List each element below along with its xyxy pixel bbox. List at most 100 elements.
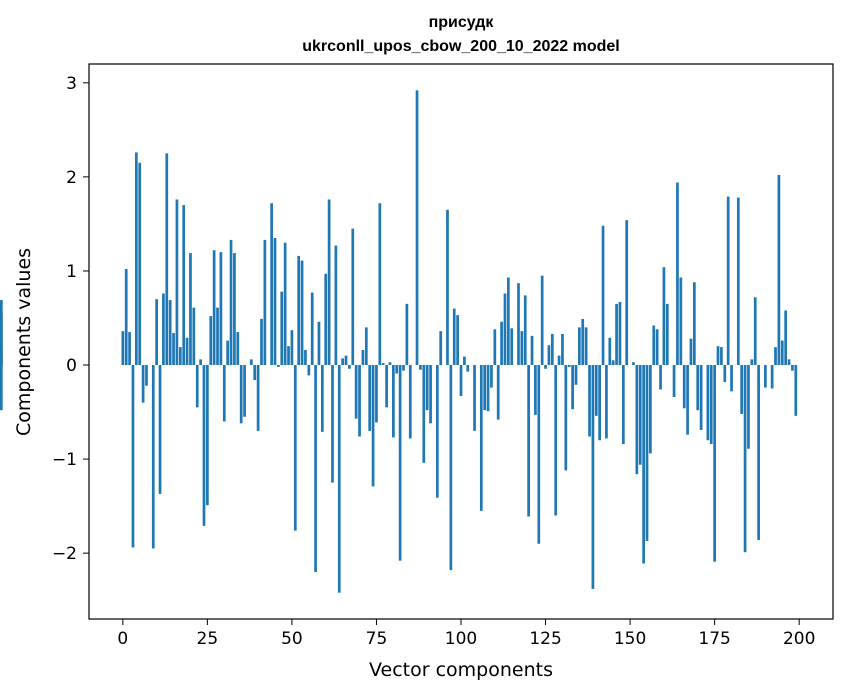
bar [720, 347, 723, 366]
bar [490, 365, 493, 388]
bar [324, 273, 328, 366]
bar [574, 365, 578, 385]
bar [229, 239, 233, 366]
bar [0, 365, 3, 411]
bar [547, 345, 551, 366]
bar [189, 253, 192, 366]
bar [331, 365, 334, 483]
bar [121, 331, 125, 366]
bar [277, 365, 280, 367]
bar [757, 365, 760, 540]
bar [388, 362, 392, 366]
bar [364, 327, 368, 366]
bar [358, 365, 361, 437]
bar [652, 325, 656, 366]
bar [368, 365, 372, 431]
bar [645, 365, 649, 541]
bar [503, 293, 507, 366]
bar [236, 332, 240, 366]
bar [544, 365, 547, 369]
bar [567, 365, 571, 367]
bar [753, 297, 757, 366]
bar [696, 365, 700, 411]
x-tick-label: 75 [366, 629, 388, 649]
bar [327, 199, 331, 366]
bar [283, 242, 287, 366]
x-tick-label: 175 [698, 629, 730, 649]
bar [124, 269, 128, 366]
x-axis-ticks: 0 25 50 75 100 125 150 175 200 [117, 619, 815, 649]
bar [611, 360, 615, 366]
bar [128, 332, 131, 366]
bar [226, 340, 230, 366]
bar [635, 365, 639, 475]
bar [162, 293, 165, 366]
bar [371, 365, 375, 487]
bar [615, 303, 618, 366]
bar [151, 365, 155, 549]
bar [317, 321, 321, 366]
bar [463, 356, 466, 366]
bar [530, 335, 534, 366]
bar [320, 365, 324, 432]
bar [398, 365, 402, 561]
bar [344, 355, 348, 366]
bar [131, 365, 135, 548]
bar [581, 318, 585, 366]
bar [784, 310, 788, 366]
y-axis-label: Components values [13, 248, 35, 436]
bar [178, 347, 182, 366]
bar [540, 275, 544, 366]
bar [564, 365, 568, 471]
bar [713, 365, 716, 562]
bar [297, 255, 301, 366]
chart-subtitle: ukrconll_upos_cbow_200_10_2022 model [302, 38, 619, 55]
bar [780, 340, 784, 366]
bar [655, 329, 659, 366]
bar [598, 365, 602, 441]
bar [642, 365, 645, 564]
bar [571, 365, 574, 410]
bar [249, 359, 253, 366]
bar [209, 316, 213, 366]
x-axis-label: Vector components [369, 659, 553, 681]
bar [263, 239, 267, 366]
bar [361, 349, 365, 366]
bar [199, 359, 202, 366]
bar [709, 365, 713, 445]
bar [550, 333, 554, 366]
bar [212, 250, 216, 366]
x-tick-label: 0 [117, 629, 128, 649]
y-tick-label: −2 [52, 544, 77, 564]
bar [456, 315, 459, 366]
bar [419, 365, 422, 370]
y-tick-label: 3 [66, 74, 77, 94]
bar [155, 299, 158, 366]
bar [662, 267, 666, 366]
bar [182, 205, 186, 366]
bar [473, 365, 476, 431]
bar [594, 365, 598, 416]
bar [632, 362, 635, 366]
bar [672, 365, 676, 397]
bar [425, 365, 429, 411]
bar [486, 365, 490, 412]
x-tick-label: 25 [197, 629, 219, 649]
y-tick-label: −1 [52, 450, 77, 470]
bar [506, 277, 510, 366]
bar [446, 209, 449, 366]
bar [706, 365, 710, 441]
bar [314, 365, 317, 572]
bar [500, 321, 503, 366]
bar [479, 365, 483, 511]
bar [743, 365, 747, 553]
bar [0, 300, 3, 366]
bar [750, 359, 754, 366]
bar [777, 175, 781, 366]
bar [435, 365, 439, 498]
bar [253, 365, 257, 381]
bar [192, 307, 196, 366]
bar [334, 245, 338, 366]
bar [557, 355, 561, 366]
